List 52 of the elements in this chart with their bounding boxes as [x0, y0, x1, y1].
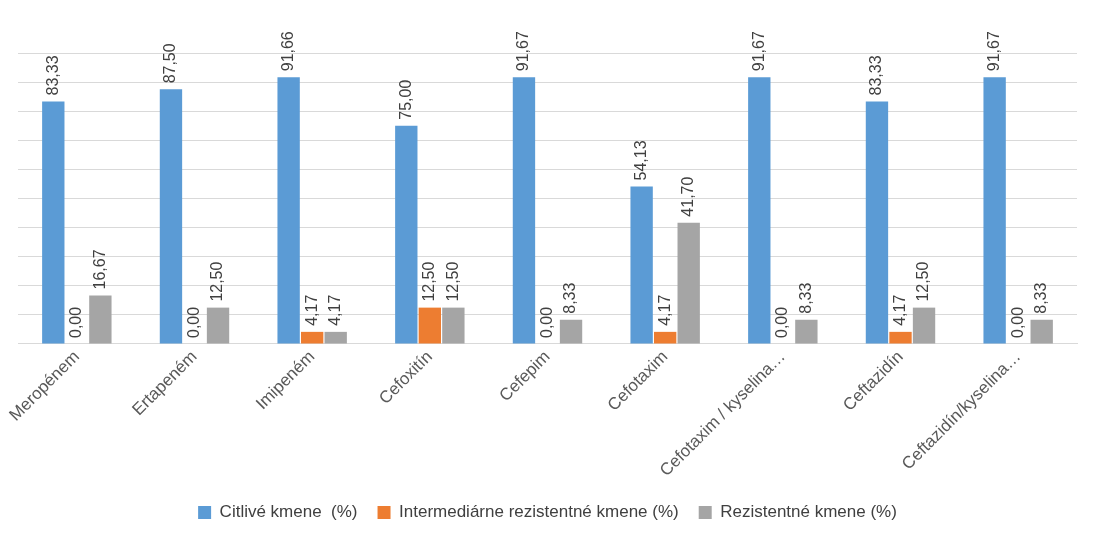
bar	[653, 331, 677, 344]
bar	[865, 101, 889, 344]
data-label: 75,00	[396, 79, 414, 120]
data-label: 4,17	[890, 294, 908, 326]
bar	[277, 77, 300, 344]
bar	[1030, 319, 1053, 344]
data-label: 41,70	[679, 176, 697, 217]
data-label: 54,13	[632, 140, 650, 181]
bar	[748, 77, 771, 344]
bar	[677, 222, 700, 344]
bar	[324, 331, 347, 344]
data-label: 4,17	[302, 294, 320, 326]
data-label: 91,66	[279, 31, 297, 72]
legend-label: Citlivé kmene (%)	[219, 502, 358, 522]
data-label: 12,50	[443, 261, 461, 302]
legend-label: Intermediárne rezistentné kmene (%)	[399, 502, 679, 522]
bar	[889, 331, 912, 344]
bar	[206, 307, 230, 344]
data-label: 8,33	[796, 282, 814, 314]
bar	[795, 319, 818, 344]
bar	[512, 77, 536, 344]
data-label: 0,00	[773, 306, 791, 338]
data-label: 8,33	[1032, 282, 1050, 314]
bar	[42, 101, 65, 344]
data-label: 4,17	[326, 294, 344, 326]
bar	[630, 186, 653, 344]
bar	[418, 307, 442, 344]
data-label: 83,33	[867, 55, 885, 96]
data-label: 12,50	[208, 261, 226, 302]
data-label: 83,33	[43, 55, 61, 96]
data-label: 87,50	[161, 43, 179, 84]
legend-label: Rezistentné kmene (%)	[720, 502, 897, 522]
data-label: 91,67	[749, 31, 767, 72]
data-label: 91,67	[985, 31, 1003, 72]
data-label: 12,50	[420, 261, 438, 302]
bar	[159, 89, 183, 344]
data-label: 0,00	[67, 306, 85, 338]
data-label: 4,17	[655, 294, 673, 326]
data-label: 91,67	[514, 31, 532, 72]
data-label: 12,50	[914, 261, 932, 302]
bar	[89, 295, 112, 344]
bar	[983, 77, 1006, 344]
data-label: 16,67	[90, 249, 108, 290]
data-label: 0,00	[184, 306, 202, 338]
bar	[300, 331, 324, 344]
bar	[559, 319, 583, 344]
data-label: 0,00	[537, 306, 555, 338]
bar	[395, 125, 418, 344]
data-label: 0,00	[1008, 306, 1026, 338]
bar	[912, 307, 936, 344]
bar	[442, 307, 465, 344]
data-label: 8,33	[561, 282, 579, 314]
